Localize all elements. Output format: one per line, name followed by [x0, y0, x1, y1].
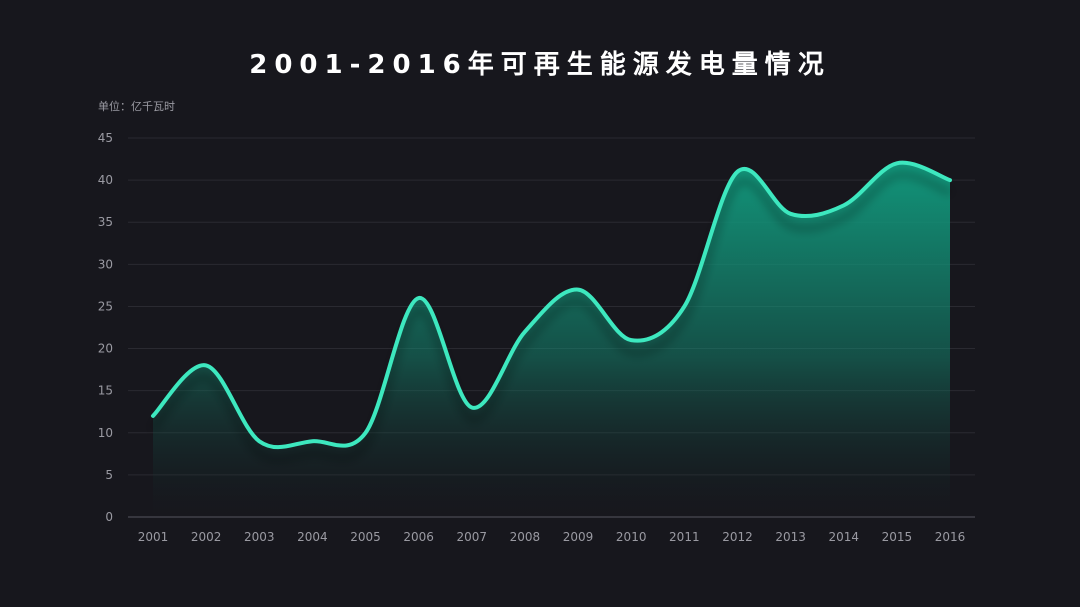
data-point-2011	[681, 303, 687, 309]
data-point-2005	[363, 430, 369, 436]
x-tick-label: 2006	[403, 530, 434, 544]
x-tick-label: 2007	[457, 530, 488, 544]
x-tick-label: 2004	[297, 530, 328, 544]
x-tick-label: 2001	[138, 530, 169, 544]
data-point-2012	[734, 169, 740, 175]
y-tick-label: 35	[98, 215, 113, 229]
y-tick-label: 30	[98, 257, 113, 271]
chart-title: 2001-2016年可再生能源发电量情况	[249, 50, 831, 80]
data-point-2006	[416, 295, 422, 301]
unit-label: 单位：亿千瓦时	[98, 100, 175, 113]
x-tick-label: 2005	[350, 530, 381, 544]
x-tick-label: 2014	[828, 530, 859, 544]
y-tick-label: 40	[98, 173, 113, 187]
data-point-2008	[522, 329, 528, 335]
x-tick-label: 2010	[616, 530, 647, 544]
data-point-2004	[309, 438, 315, 444]
y-tick-label: 5	[105, 468, 113, 482]
data-point-2007	[469, 405, 475, 411]
area-layer	[153, 162, 950, 517]
tick-labels: 0 5 10 15 20 25 30 35 40 45 2001 2002 2003 2004 2005 20…	[98, 131, 966, 544]
y-tick-label: 20	[98, 342, 113, 356]
series-line	[151, 160, 952, 450]
y-tick-label: 0	[105, 510, 113, 524]
x-tick-label: 2016	[935, 530, 966, 544]
y-tick-label: 45	[98, 131, 113, 145]
x-tick-label: 2002	[191, 530, 222, 544]
line-layer	[150, 160, 953, 450]
data-point-2002	[203, 362, 209, 368]
y-tick-label: 25	[98, 299, 113, 313]
data-point-2009	[575, 287, 581, 293]
x-tick-label: 2009	[563, 530, 594, 544]
data-point-2013	[788, 211, 794, 217]
data-point-2015	[894, 160, 900, 166]
data-point-2016	[947, 177, 953, 183]
x-tick-label: 2013	[775, 530, 806, 544]
y-tick-label: 15	[98, 384, 113, 398]
data-point-2010	[628, 337, 634, 343]
data-point-2003	[256, 438, 262, 444]
x-tick-label: 2011	[669, 530, 700, 544]
data-point-2014	[841, 202, 847, 208]
x-tick-label: 2015	[882, 530, 913, 544]
x-tick-label: 2008	[510, 530, 541, 544]
y-tick-label: 10	[98, 426, 113, 440]
area-fill	[153, 162, 950, 517]
data-point-2001	[150, 413, 156, 419]
x-tick-label: 2012	[722, 530, 753, 544]
x-tick-label: 2003	[244, 530, 275, 544]
